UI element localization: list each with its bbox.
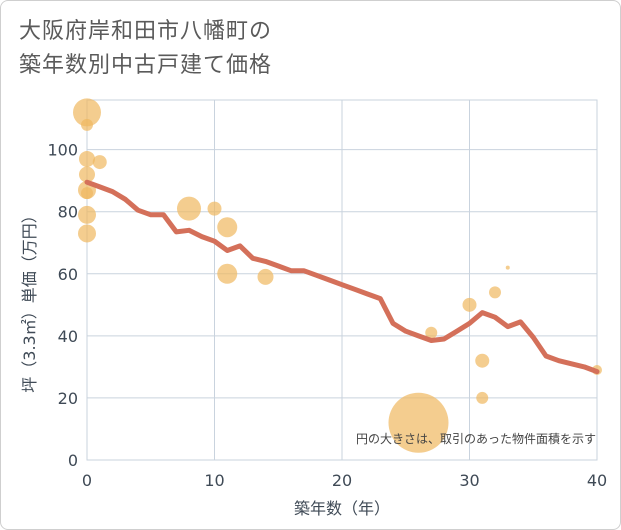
grid-lines bbox=[87, 100, 597, 460]
x-axis-ticks: 0 10 20 30 40 bbox=[82, 471, 607, 490]
data-point bbox=[92, 155, 107, 170]
chart-title-line-1: 大阪府岸和田市八幡町の bbox=[19, 19, 273, 44]
data-point bbox=[217, 263, 238, 284]
y-axis-label: 坪（3.3㎡）単価（万円） bbox=[20, 207, 39, 392]
data-point bbox=[217, 217, 238, 238]
data-point bbox=[73, 98, 101, 127]
data-point bbox=[79, 166, 95, 183]
data-point bbox=[505, 265, 510, 270]
plot-area-frame bbox=[86, 99, 598, 461]
data-point bbox=[388, 392, 449, 453]
y-tick-label: 40 bbox=[58, 327, 78, 346]
size-annotation: 円の大きさは、取引のあった物件面積を示す bbox=[356, 431, 596, 446]
x-tick-label: 0 bbox=[82, 471, 92, 490]
x-tick-label: 40 bbox=[587, 471, 607, 490]
data-point bbox=[462, 297, 477, 312]
data-point bbox=[177, 196, 201, 221]
x-axis-label: 築年数（年） bbox=[294, 499, 390, 518]
x-tick-label: 30 bbox=[459, 471, 479, 490]
data-points bbox=[73, 98, 602, 453]
y-axis-ticks: 0 20 40 60 80 100 bbox=[47, 141, 78, 470]
x-tick-label: 10 bbox=[204, 471, 224, 490]
data-point bbox=[476, 391, 489, 404]
data-point bbox=[79, 150, 95, 167]
data-point bbox=[207, 201, 222, 216]
data-point bbox=[81, 187, 93, 200]
y-tick-label: 60 bbox=[58, 265, 78, 284]
y-tick-label: 80 bbox=[58, 203, 78, 222]
x-tick-label: 20 bbox=[332, 471, 352, 490]
trend-line bbox=[84, 179, 600, 375]
y-tick-label: 0 bbox=[68, 451, 78, 470]
data-point bbox=[78, 205, 96, 224]
data-point bbox=[78, 224, 96, 243]
y-tick-label: 100 bbox=[47, 141, 78, 160]
data-point bbox=[257, 268, 274, 285]
y-tick-label: 20 bbox=[58, 389, 78, 408]
data-point bbox=[425, 326, 438, 339]
data-point bbox=[475, 353, 490, 368]
data-point bbox=[489, 286, 501, 299]
chart-title: 大阪府岸和田市八幡町の 築年数別中古戸建て価格 bbox=[19, 15, 272, 83]
data-point bbox=[81, 118, 93, 131]
chart-title-line-2: 築年数別中古戸建て価格 bbox=[19, 53, 273, 78]
